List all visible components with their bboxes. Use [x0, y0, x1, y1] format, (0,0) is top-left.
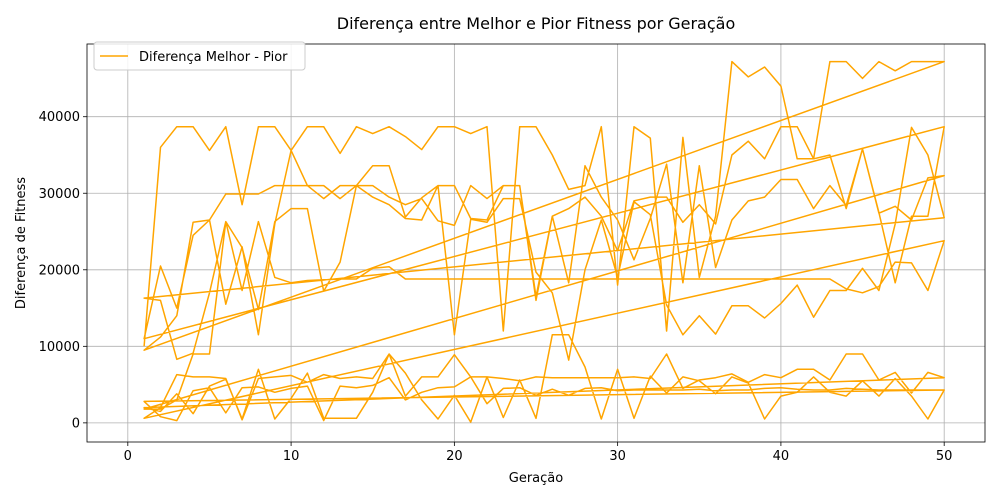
series-layer [143, 60, 945, 423]
x-axis-ticks: 0 10 20 30 40 50 [124, 442, 953, 464]
x-tick-label: 40 [773, 449, 790, 464]
x-tick-label: 0 [124, 449, 132, 464]
y-tick-label: 10000 [39, 340, 80, 355]
y-axis-label: Diferença de Fitness [14, 177, 29, 309]
y-tick-label: 30000 [39, 187, 80, 202]
legend: Diferença Melhor - Pior [93, 41, 306, 71]
y-tick-label: 0 [72, 416, 80, 431]
x-tick-label: 10 [283, 449, 300, 464]
y-axis-ticks: 0 10000 20000 30000 40000 [39, 110, 87, 431]
x-axis-label: Geração [509, 471, 563, 486]
x-tick-label: 20 [446, 449, 463, 464]
legend-box [93, 41, 306, 71]
legend-entry-label: Diferença Melhor - Pior [139, 50, 288, 65]
x-tick-label: 30 [609, 449, 626, 464]
plot-frame [86, 43, 986, 443]
x-tick-label: 50 [936, 449, 953, 464]
chart-title: Diferença entre Melhor e Pior Fitness po… [337, 14, 736, 33]
y-tick-label: 40000 [39, 110, 80, 125]
y-tick-label: 20000 [39, 263, 80, 278]
series-line-difference [143, 60, 945, 423]
